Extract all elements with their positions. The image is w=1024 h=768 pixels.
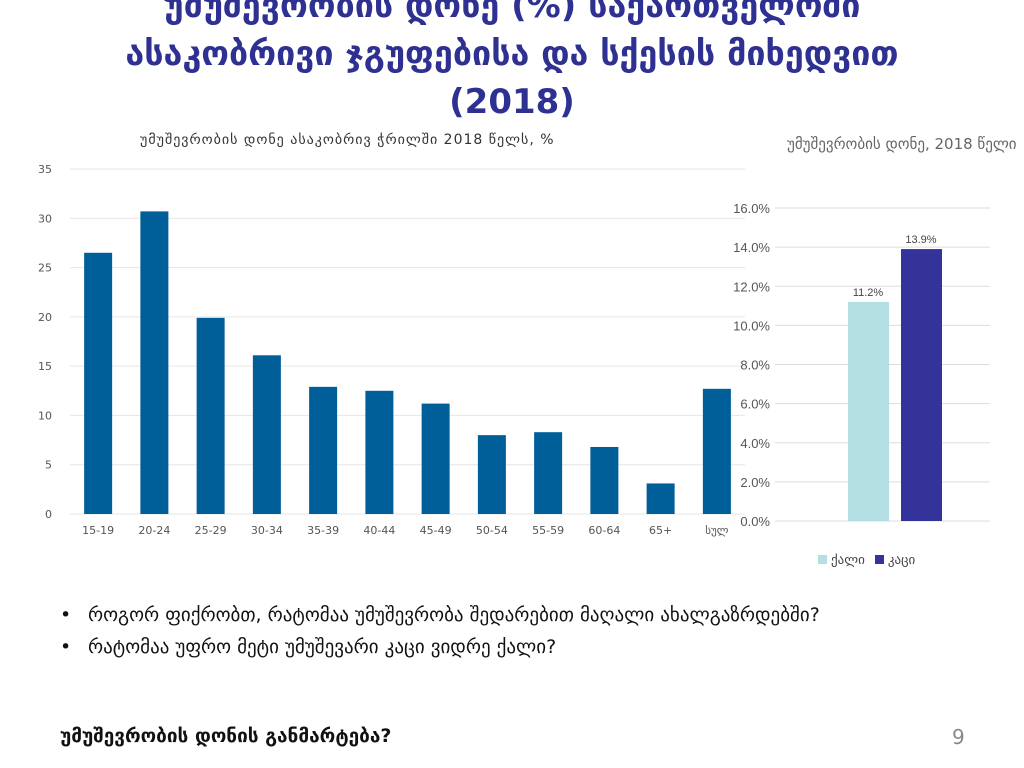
y-tick-label: 6.0%: [740, 397, 770, 412]
bar: [196, 317, 225, 514]
x-tick-label: 50-54: [476, 524, 508, 537]
x-tick-label: 45-49: [420, 524, 452, 537]
age-chart-title: უმუშევრობის დონე ასაკობრივ ჭრილში 2018 წ…: [140, 132, 555, 148]
y-tick-label: 30: [38, 212, 52, 225]
y-tick-label: 2.0%: [740, 475, 770, 490]
title-line: უმუშევრობის დონე (%) საქართველოში: [163, 0, 861, 26]
y-tick-label: 0.0%: [740, 514, 770, 529]
y-tick-label: 8.0%: [740, 358, 770, 373]
bullet-list: როგორ ფიქრობთ, რატომაა უმუშევრობა შედარე…: [60, 602, 868, 660]
legend-item-male: კაცი: [874, 553, 915, 568]
gender-chart-title: უმუშევრობის დონე, 2018 წელი: [787, 135, 1017, 153]
y-tick-label: 25: [38, 262, 52, 275]
y-tick-label: 35: [38, 163, 52, 176]
y-tick-label: 10.0%: [733, 318, 770, 333]
y-tick-label: 20: [38, 311, 52, 324]
x-tick-label: 35-39: [307, 524, 339, 537]
x-tick-label: 30-34: [251, 524, 283, 537]
title-line: ასაკობრივი ჯგუფებისა და სქესის მიხედვით: [125, 34, 899, 74]
bar: [309, 386, 338, 514]
bar: [84, 252, 113, 515]
x-tick-label: 20-24: [138, 524, 170, 537]
y-tick-label: 4.0%: [740, 436, 770, 451]
bullet-item: როგორ ფიქრობთ, რატომაა უმუშევრობა შედარე…: [60, 602, 868, 628]
question-text: უმუშევრობის დონის განმარტება?: [60, 725, 392, 747]
y-tick-label: 14.0%: [733, 240, 770, 255]
bar: [252, 355, 281, 514]
y-tick-label: 0: [45, 508, 52, 521]
y-tick-label: 10: [38, 409, 52, 422]
x-tick-label: 65+: [649, 524, 672, 537]
x-tick-label: 60-64: [588, 524, 620, 537]
data-label: 13.9%: [905, 234, 936, 246]
bar: [534, 432, 563, 514]
bar: [646, 483, 675, 514]
charts: 0 5 10 15 20 25 30 35 15-19 20-24 25-29 30-34 35-39 4…: [38, 163, 990, 537]
bullet-item: რატომაა უფრო მეტი უმუშევარი კაცი ვიდრე ქ…: [60, 634, 868, 660]
y-tick-label: 15: [38, 360, 52, 373]
y-tick-label: 12.0%: [733, 279, 770, 294]
bar: [901, 249, 942, 522]
x-tick-label: 40-44: [363, 524, 395, 537]
x-tick-label: 55-59: [532, 524, 564, 537]
bar: [477, 435, 506, 514]
bar: [365, 390, 394, 514]
bar: [140, 211, 169, 514]
legend: ქალი კაცი: [818, 553, 915, 568]
bar: [590, 446, 619, 514]
legend-item-female: ქალი: [818, 553, 865, 568]
y-tick-label: 5: [45, 459, 52, 472]
bar: [702, 388, 731, 514]
x-tick-label: სულ: [705, 524, 728, 537]
title-line: (2018): [449, 82, 575, 122]
data-label: 11.2%: [853, 287, 884, 299]
bar: [421, 403, 450, 514]
page-number: 9: [952, 725, 965, 749]
y-tick-label: 16.0%: [733, 201, 770, 216]
bar: [848, 301, 889, 521]
slide-title: უმუშევრობის დონე (%) საქართველოში ასაკობ…: [0, 0, 1024, 126]
x-tick-label: 25-29: [195, 524, 227, 537]
x-tick-label: 15-19: [82, 524, 114, 537]
